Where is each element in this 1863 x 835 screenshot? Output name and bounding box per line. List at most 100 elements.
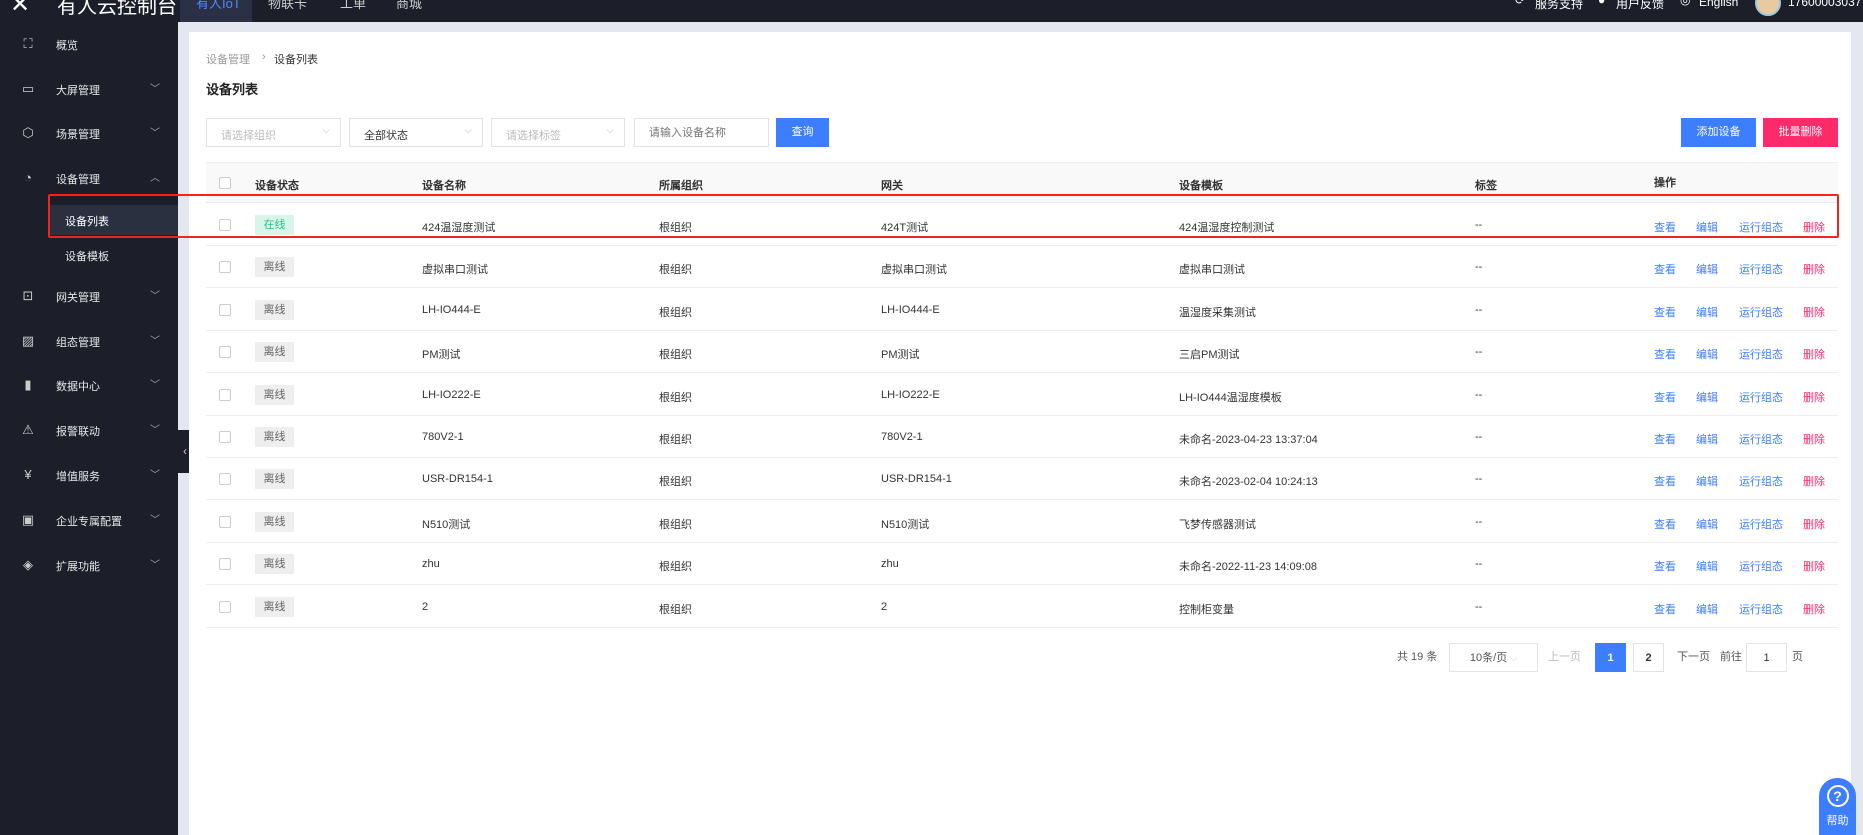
query-button[interactable]: 查询 (776, 118, 829, 147)
cell-gateway: 424T测试 (881, 222, 929, 234)
sidebar-item[interactable]: ⬡ 场景管理 ﹀ (0, 118, 178, 148)
chevron-down-icon: ⌵ (322, 125, 330, 136)
sidebar-item[interactable]: ¥ 增值服务 ﹀ (0, 460, 178, 490)
edit-link[interactable]: 编辑 (1696, 264, 1718, 277)
sidebar-item[interactable]: 设备列表 (50, 205, 178, 235)
sidebar-item[interactable]: ▣ 企业专属配置 ﹀ (0, 505, 178, 535)
delete-link[interactable]: 删除 (1803, 476, 1825, 489)
sidebar-item[interactable]: 设备模板 (0, 240, 178, 270)
support-link[interactable]: 服务支持 (1535, 0, 1584, 11)
edit-link[interactable]: 编辑 (1696, 222, 1718, 234)
sidebar-item[interactable]: ▨ 组态管理 ﹀ (0, 326, 178, 356)
sidebar-item[interactable]: ◈ 扩展功能 ﹀ (0, 550, 178, 580)
sidebar-item[interactable]: ⚠ 报警联动 ﹀ (0, 415, 178, 445)
tag-select[interactable]: 请选择标签 ⌵ (491, 118, 625, 147)
page-size-select[interactable]: 10条/页 ⌵ (1449, 643, 1538, 672)
prev-page-button[interactable]: 上一页 (1548, 651, 1581, 663)
language-switch[interactable]: English (1699, 0, 1739, 9)
breadcrumb-parent[interactable]: 设备管理 (206, 54, 250, 66)
edit-link[interactable]: 编辑 (1696, 561, 1718, 574)
cell-org: 根组织 (659, 603, 692, 616)
delete-link[interactable]: 删除 (1803, 349, 1825, 362)
view-link[interactable]: 查看 (1654, 434, 1676, 446)
delete-link[interactable]: 删除 (1803, 561, 1825, 574)
breadcrumb-current: 设备列表 (274, 54, 318, 66)
row-checkbox[interactable] (219, 388, 231, 401)
delete-link[interactable]: 删除 (1803, 434, 1825, 446)
edit-link[interactable]: 编辑 (1696, 349, 1718, 362)
sidebar-item[interactable]: ◔ 设备管理 ︿ (0, 163, 178, 193)
page-2-button[interactable]: 2 (1633, 643, 1664, 672)
delete-link[interactable]: 删除 (1803, 306, 1825, 319)
select-all-checkbox[interactable] (219, 177, 231, 189)
sidebar-item[interactable]: ▮ 数据中心 ﹀ (0, 370, 178, 400)
add-device-button[interactable]: 添加设备 (1681, 118, 1756, 147)
run-scada-link[interactable]: 运行组态 (1739, 476, 1783, 489)
edit-link[interactable]: 编辑 (1696, 434, 1718, 446)
edit-link[interactable]: 编辑 (1696, 391, 1718, 404)
top-tab-iot[interactable]: 有人IoT (180, 0, 252, 22)
view-link[interactable]: 查看 (1654, 222, 1676, 234)
edit-link[interactable]: 编辑 (1696, 603, 1718, 616)
row-checkbox[interactable] (219, 515, 231, 528)
delete-link[interactable]: 删除 (1803, 518, 1825, 531)
view-link[interactable]: 查看 (1654, 306, 1676, 319)
run-scada-link[interactable]: 运行组态 (1739, 222, 1783, 234)
row-checkbox[interactable] (219, 219, 231, 231)
goto-page-input[interactable]: 1 (1746, 643, 1787, 672)
chevron-down-icon: ﹀ (150, 291, 160, 302)
page-1-button[interactable]: 1 (1595, 643, 1626, 672)
edit-link[interactable]: 编辑 (1696, 476, 1718, 489)
row-checkbox[interactable] (219, 431, 231, 443)
org-select[interactable]: 请选择组织 ⌵ (206, 118, 341, 147)
row-checkbox[interactable] (219, 473, 231, 486)
row-checkbox[interactable] (219, 558, 231, 571)
collapse-sidebar-button[interactable]: ‹ (178, 430, 192, 473)
feedback-link[interactable]: 用户反馈 (1616, 0, 1665, 11)
device-name-input[interactable] (634, 118, 769, 147)
sidebar-item[interactable]: ⊡ 网关管理 ﹀ (0, 281, 178, 311)
user-phone[interactable]: 17600003037 (1788, 0, 1862, 9)
avatar[interactable] (1755, 0, 1781, 16)
batch-delete-button[interactable]: 批量删除 (1763, 118, 1838, 147)
chevron-down-icon: ﹀ (150, 84, 160, 95)
delete-link[interactable]: 删除 (1803, 264, 1825, 277)
sidebar-item[interactable]: ⛶ 概览 (0, 29, 178, 59)
delete-link[interactable]: 删除 (1803, 222, 1825, 234)
row-checkbox[interactable] (219, 346, 231, 359)
next-page-button[interactable]: 下一页 (1677, 651, 1710, 663)
view-link[interactable]: 查看 (1654, 349, 1676, 362)
delete-link[interactable]: 删除 (1803, 603, 1825, 616)
sidebar-item[interactable]: ▭ 大屏管理 ﹀ (0, 74, 178, 104)
row-checkbox[interactable] (219, 303, 231, 316)
view-link[interactable]: 查看 (1654, 476, 1676, 489)
run-scada-link[interactable]: 运行组态 (1739, 264, 1783, 277)
view-link[interactable]: 查看 (1654, 518, 1676, 531)
column-name: 设备名称 (422, 180, 466, 192)
delete-link[interactable]: 删除 (1803, 391, 1825, 404)
gateway-icon: ⊡ (22, 288, 34, 303)
status-select[interactable]: 全部状态 ⌵ (349, 118, 483, 147)
total-count: 共 19 条 (1397, 651, 1438, 663)
edit-link[interactable]: 编辑 (1696, 518, 1718, 531)
tag-select-placeholder: 请选择标签 (506, 130, 561, 142)
view-link[interactable]: 查看 (1654, 561, 1676, 574)
divider (206, 627, 1838, 628)
view-link[interactable]: 查看 (1654, 603, 1676, 616)
view-link[interactable]: 查看 (1654, 264, 1676, 277)
location-icon: ● (1598, 0, 1606, 7)
table-row: 离线 LH-IO444-E 根组织 LH-IO444-E 温湿度采集测试 -- 查看 编辑 运行… (206, 289, 1838, 331)
run-scada-link[interactable]: 运行组态 (1739, 306, 1783, 319)
view-link[interactable]: 查看 (1654, 391, 1676, 404)
help-button[interactable]: ? 帮助 (1819, 778, 1856, 835)
row-checkbox[interactable] (219, 261, 231, 274)
run-scada-link[interactable]: 运行组态 (1739, 561, 1783, 574)
chevron-down-icon: ﹀ (150, 560, 160, 571)
run-scada-link[interactable]: 运行组态 (1739, 603, 1783, 616)
run-scada-link[interactable]: 运行组态 (1739, 349, 1783, 362)
edit-link[interactable]: 编辑 (1696, 306, 1718, 319)
run-scada-link[interactable]: 运行组态 (1739, 434, 1783, 446)
run-scada-link[interactable]: 运行组态 (1739, 518, 1783, 531)
run-scada-link[interactable]: 运行组态 (1739, 391, 1783, 404)
row-checkbox[interactable] (219, 600, 231, 613)
